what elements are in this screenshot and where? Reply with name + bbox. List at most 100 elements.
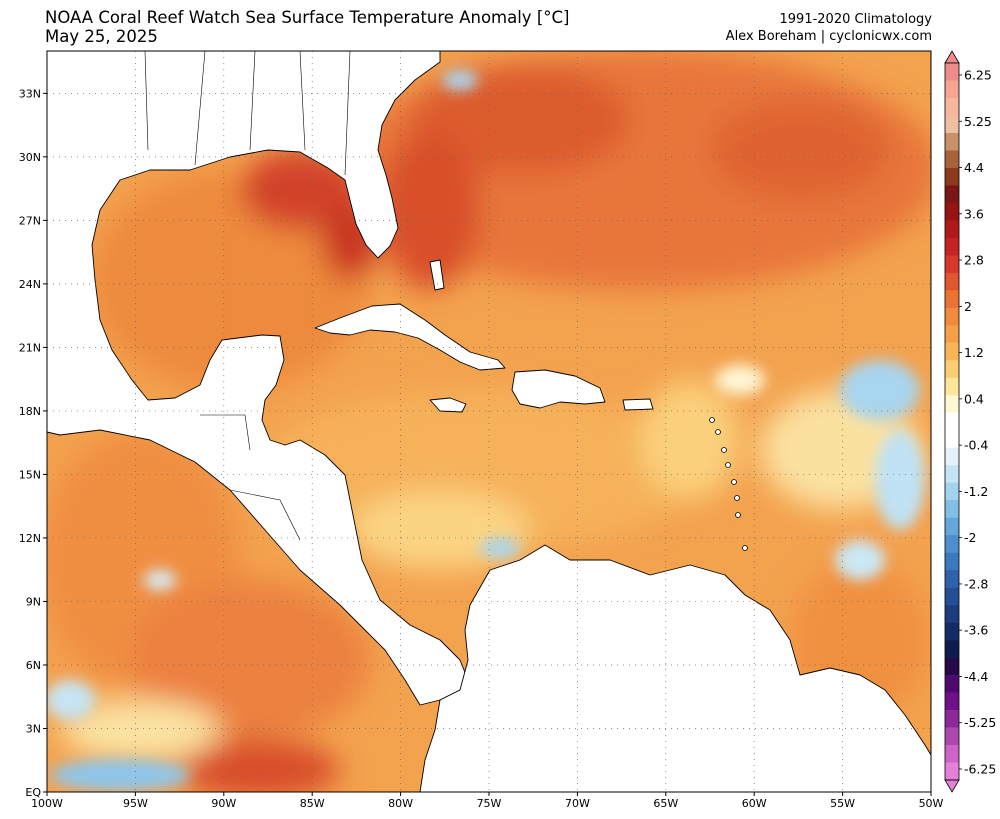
cool-anomalies [47,70,925,791]
colorbar-segment [945,640,959,658]
colorbar-segment [945,465,959,484]
map-date: May 25, 2025 [45,27,158,46]
colorbar-tick-label: -2.8 [964,576,988,591]
lat-tick-label: EQ [25,786,41,799]
lon-tick-label: 75W [477,797,502,810]
lon-tick-label: 50W [919,797,944,810]
lat-tick-label: 12N [19,532,41,545]
colorbar-segment [945,447,959,466]
colorbar-segment [945,360,959,379]
colorbar: 6.25 5.25 4.4 3.6 2.8 2 1.2 0.4 -0.4 -1.2 -2 -2.8 -3… [944,50,996,793]
latitude-axis: EQ 3N 6N 9N 12N 15N 18N 21N 24N 27N 30N 33N [19,87,47,799]
political-borders [144,50,351,541]
colorbar-segment [945,307,959,326]
lon-tick-label: 60W [742,797,767,810]
anomaly-blobs [47,51,931,792]
colorbar-tick-label: -2 [964,530,976,545]
lat-tick-label: 6N [26,659,41,672]
land [46,50,932,793]
lat-tick-label: 27N [19,214,41,227]
puerto-rico-island [622,398,654,411]
colorbar-segment [945,675,959,693]
credit-block: 1991-2020 Climatology Alex Boreham | cyc… [726,11,932,45]
colorbar-segment [945,255,959,274]
colorbar-segment [945,500,959,518]
colorbar-segment [945,80,959,99]
colorbar-segment [945,482,959,501]
colorbar-tick-label: 2.8 [964,253,984,268]
jamaica-island [429,397,467,413]
lon-tick-label: 100W [31,797,63,810]
lon-tick-label: 70W [565,797,590,810]
colorbar-segment [945,570,959,588]
title-block: NOAA Coral Reef Watch Sea Surface Temper… [45,8,569,46]
colorbar-segment [945,710,959,728]
colorbar-segment [945,97,959,116]
colorbar-segment [945,605,959,623]
colorbar-segment [945,237,959,256]
colorbar-segment [945,202,959,221]
colorbar-segment [945,185,959,204]
map-title: NOAA Coral Reef Watch Sea Surface Temper… [45,8,570,27]
hispaniola-island [511,369,606,409]
colorbar-tick-label: -6.25 [964,762,996,777]
lat-tick-label: 15N [19,468,41,481]
credit-label: Alex Boreham | cyclonicwx.com [725,29,932,44]
colorbar-segment [945,115,959,134]
colorbar-segment [945,412,959,431]
colorbar-segment [945,325,959,344]
lat-tick-label: 30N [19,151,41,164]
colorbar-segment [945,220,959,239]
colorbar-tick-label: -5.25 [964,715,996,730]
colorbar-tick-label: -3.6 [964,623,988,638]
colorbar-tick-label: 1.2 [964,345,984,360]
colorbar-frame [944,62,960,781]
colorbar-tick-label: 6.25 [964,68,992,83]
colorbar-tick-label: 5.25 [964,114,992,129]
lesser-antilles [709,417,748,551]
colorbar-segment [945,377,959,396]
colorbar-tick-label: -0.4 [964,438,988,453]
colorbar-segment [945,762,959,781]
lon-tick-label: 90W [211,797,236,810]
lat-tick-label: 9N [26,595,41,608]
lat-tick-label: 24N [19,278,41,291]
colorbar-segment [945,657,959,676]
bahamas-island [429,259,445,291]
colorbar-tick-label: 2 [964,299,972,314]
colorbar-tick-label: -1.2 [964,484,988,499]
colorbar-segment [945,745,959,763]
colorbar-extend-top [944,50,960,64]
colorbar-segment [945,430,959,449]
colorbar-segment [945,395,959,414]
colorbar-segment [945,535,959,553]
colorbar-tick-label: -4.4 [964,669,988,684]
colorbar-segment [945,290,959,309]
climatology-label: 1991-2020 Climatology [779,12,932,27]
colorbar-segment [945,517,959,536]
colorbar-tick-label: 0.4 [964,391,984,406]
colorbar-segment [945,150,959,169]
colorbar-segment [945,132,959,151]
colorbar-tick-label: 3.6 [964,206,984,221]
north-america [46,50,469,706]
colorbar-segment [945,342,959,361]
colorbar-segment [945,272,959,291]
lat-tick-label: 18N [19,405,41,418]
colorbar-segment [945,552,959,571]
colorbar-segment [945,63,959,81]
lon-tick-label: 80W [388,797,413,810]
lat-tick-label: 3N [26,722,41,735]
colorbar-extend-bottom [944,779,960,793]
colorbar-segment [945,167,959,186]
lon-tick-label: 95W [123,797,148,810]
lat-tick-label: 21N [19,341,41,354]
colorbar-tick-label: 4.4 [964,160,984,175]
lon-tick-label: 85W [300,797,325,810]
lon-tick-label: 65W [653,797,678,810]
colorbar-segment [945,587,959,606]
lat-tick-label: 33N [19,87,41,100]
lon-tick-label: 55W [830,797,855,810]
